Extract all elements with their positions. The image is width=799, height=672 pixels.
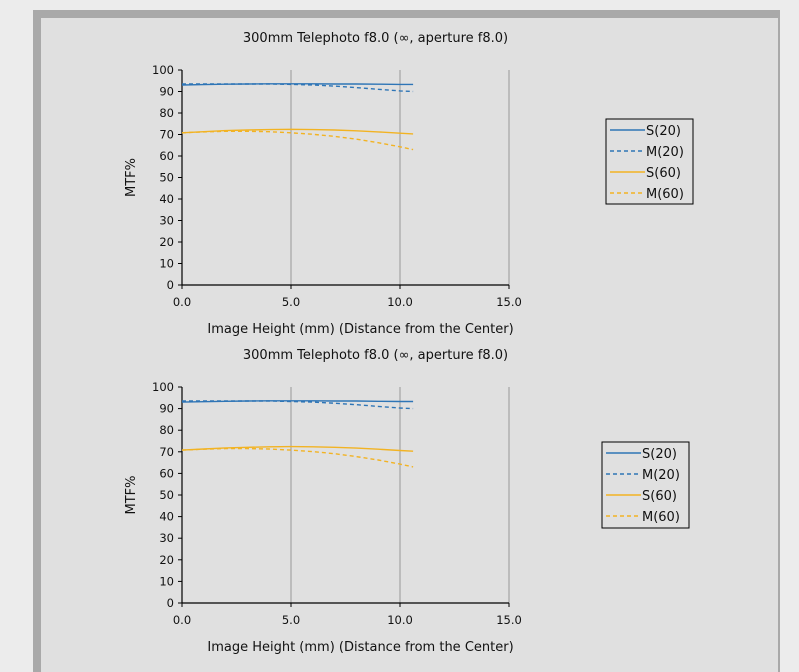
y-tick-label: 10: [159, 257, 174, 271]
y-tick-label: 80: [159, 106, 174, 120]
y-tick-label: 40: [159, 192, 174, 206]
y-tick-label: 0: [167, 596, 174, 610]
series-line-m20: [182, 83, 414, 93]
chart-title: 300mm Telephoto f8.0 (∞, aperture f8.0): [243, 31, 508, 46]
y-tick-label: 70: [159, 445, 174, 459]
series-line-s20: [181, 83, 414, 86]
legend-label: M(20): [646, 145, 684, 160]
x-tick-label: 0.0: [173, 613, 191, 627]
y-tick-label: 60: [159, 149, 174, 163]
chart-2: 300mm Telephoto f8.0 (∞, aperture f8.0) 0…: [124, 348, 690, 655]
y-tick-label: 20: [159, 235, 174, 249]
x-tick-label: 0.0: [173, 295, 191, 309]
x-tick-label: 15.0: [496, 613, 522, 627]
chart-1: 300mm Telephoto f8.0 (∞, aperture f8.0) 0…: [124, 31, 694, 337]
x-tick-label: 10.0: [387, 295, 413, 309]
legend-box: [605, 118, 694, 205]
y-axis-label: MTF%: [124, 158, 139, 197]
y-tick-label: 30: [159, 531, 174, 545]
y-tick-label: 10: [159, 574, 174, 588]
y-tick-label: 60: [159, 466, 174, 480]
series-line-s60: [181, 445, 414, 452]
x-axis-label: Image Height (mm) (Distance from the Cen…: [207, 322, 513, 337]
x-axis-label: Image Height (mm) (Distance from the Cen…: [207, 640, 513, 655]
legend: S(20) M(20) S(60) M(60): [601, 441, 690, 529]
series-line-m60: [181, 130, 414, 151]
series-line-m20: [182, 400, 414, 410]
y-tick-label: 20: [159, 553, 174, 567]
chart-title: 300mm Telephoto f8.0 (∞, aperture f8.0): [243, 348, 508, 363]
y-axis-label: MTF%: [124, 476, 139, 515]
x-tick-label: 5.0: [282, 295, 300, 309]
y-tick-label: 90: [159, 85, 174, 99]
x-tick-label: 15.0: [496, 295, 522, 309]
y-tick-label: 100: [152, 380, 174, 394]
legend-label: M(60): [646, 187, 684, 202]
y-tick-label: 40: [159, 510, 174, 524]
y-tick-label: 30: [159, 214, 174, 228]
x-tick-label: 5.0: [282, 613, 300, 627]
legend-label: S(20): [642, 447, 677, 462]
y-tick-label: 70: [159, 128, 174, 142]
y-tick-label: 50: [159, 488, 174, 502]
legend-label: S(20): [646, 124, 681, 139]
legend-label: M(60): [642, 510, 680, 525]
y-tick-label: 80: [159, 423, 174, 437]
x-tick-label: 10.0: [387, 613, 413, 627]
y-tick-label: 90: [159, 402, 174, 416]
y-tick-label: 0: [167, 278, 174, 292]
legend-label: M(20): [642, 468, 680, 483]
legend-label: S(60): [646, 166, 681, 181]
legend-box: [601, 441, 690, 529]
series-line-m60: [181, 447, 414, 468]
series-line-s60: [181, 128, 414, 135]
y-tick-label: 50: [159, 171, 174, 185]
y-tick-label: 100: [152, 63, 174, 77]
series-line-s20: [181, 400, 414, 403]
legend-label: S(60): [642, 489, 677, 504]
legend: S(20) M(20) S(60) M(60): [605, 118, 694, 205]
